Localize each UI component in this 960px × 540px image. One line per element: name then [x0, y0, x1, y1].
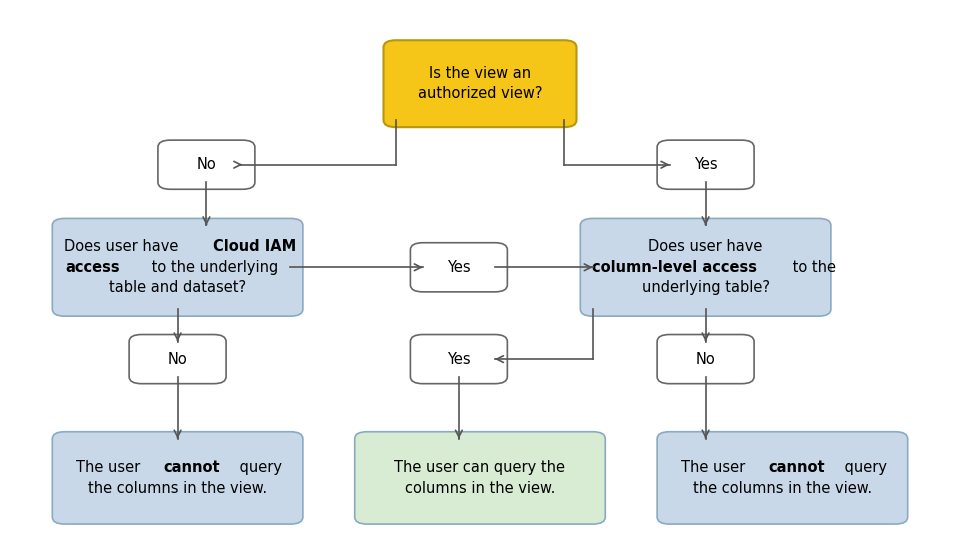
FancyBboxPatch shape: [657, 335, 754, 383]
Text: The user: The user: [681, 460, 750, 475]
Text: column-level access: column-level access: [592, 260, 757, 275]
Text: Is the view an: Is the view an: [429, 66, 531, 81]
FancyBboxPatch shape: [383, 40, 576, 127]
FancyBboxPatch shape: [411, 335, 507, 383]
Text: authorized view?: authorized view?: [418, 86, 542, 102]
Text: Yes: Yes: [694, 157, 717, 172]
FancyBboxPatch shape: [580, 219, 830, 316]
FancyBboxPatch shape: [53, 219, 303, 316]
Text: underlying table?: underlying table?: [641, 280, 770, 295]
Text: to the underlying: to the underlying: [147, 260, 278, 275]
FancyBboxPatch shape: [354, 432, 606, 524]
FancyBboxPatch shape: [157, 140, 254, 190]
FancyBboxPatch shape: [53, 432, 303, 524]
Text: query: query: [235, 460, 282, 475]
Text: cannot: cannot: [768, 460, 825, 475]
Text: Does user have: Does user have: [64, 239, 183, 254]
Text: Cloud IAM: Cloud IAM: [213, 239, 296, 254]
Text: No: No: [168, 352, 187, 367]
Text: Yes: Yes: [447, 260, 470, 275]
Text: cannot: cannot: [163, 460, 220, 475]
Text: No: No: [696, 352, 715, 367]
Text: query: query: [840, 460, 887, 475]
Text: No: No: [197, 157, 216, 172]
FancyBboxPatch shape: [411, 243, 507, 292]
Text: access: access: [65, 260, 120, 275]
Text: Does user have: Does user have: [648, 239, 763, 254]
Text: table and dataset?: table and dataset?: [109, 280, 246, 295]
Text: The user: The user: [76, 460, 145, 475]
FancyBboxPatch shape: [129, 335, 227, 383]
Text: columns in the view.: columns in the view.: [405, 481, 555, 496]
Text: the columns in the view.: the columns in the view.: [693, 481, 872, 496]
Text: Yes: Yes: [447, 352, 470, 367]
Text: The user can query the: The user can query the: [395, 460, 565, 475]
FancyBboxPatch shape: [657, 140, 754, 190]
FancyBboxPatch shape: [657, 432, 908, 524]
Text: to the: to the: [788, 260, 836, 275]
Text: the columns in the view.: the columns in the view.: [88, 481, 267, 496]
